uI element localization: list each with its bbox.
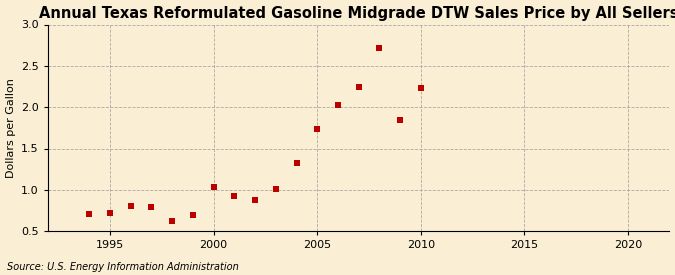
Point [188,212,198,217]
Point [291,161,302,166]
Point [146,205,157,209]
Point [271,187,281,191]
Point [415,86,426,90]
Point [374,46,385,51]
Point [333,103,344,107]
Point [84,211,95,216]
Title: Annual Texas Reformulated Gasoline Midgrade DTW Sales Price by All Sellers: Annual Texas Reformulated Gasoline Midgr… [39,6,675,21]
Point [126,204,136,208]
Text: Source: U.S. Energy Information Administration: Source: U.S. Energy Information Administ… [7,262,238,272]
Point [229,193,240,198]
Y-axis label: Dollars per Gallon: Dollars per Gallon [5,78,16,178]
Point [353,84,364,89]
Point [208,185,219,189]
Point [250,197,261,202]
Point [105,211,115,215]
Point [167,219,178,224]
Point [395,117,406,122]
Point [312,126,323,131]
